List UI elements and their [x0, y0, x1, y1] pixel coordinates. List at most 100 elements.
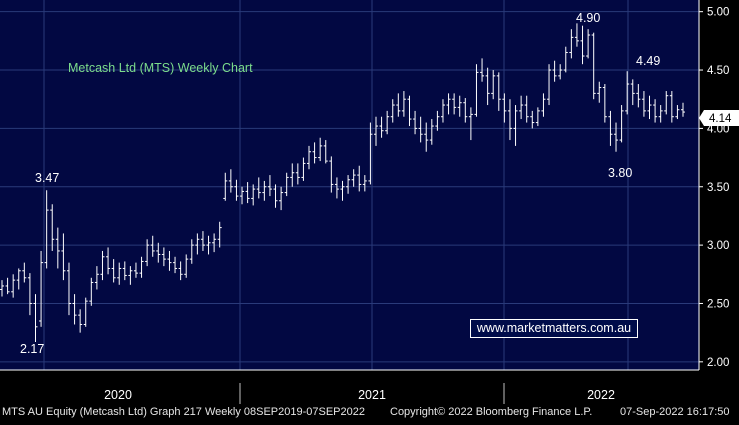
ohlc-bar [178, 261, 183, 281]
footer-copyright: Copyright© 2022 Bloomberg Finance L.P. [390, 406, 593, 418]
ohlc-bar [474, 64, 479, 117]
ohlc-bar [446, 93, 451, 115]
ohlc-bar [647, 95, 652, 120]
marketmatters-link[interactable]: www.marketmatters.com.au [470, 319, 638, 338]
ohlc-bar [519, 95, 524, 120]
x-axis-panel [0, 370, 739, 404]
ohlc-bar [167, 250, 172, 271]
ohlc-bar [569, 29, 574, 59]
ohlc-bar [290, 163, 295, 187]
ohlc-bar [681, 102, 685, 117]
ohlc-bar [262, 180, 267, 201]
y-tick-label: 5.00 [707, 7, 729, 19]
ohlc-bar [273, 184, 278, 208]
ohlc-bar [145, 239, 150, 267]
ohlc-bar [11, 274, 16, 298]
ohlc-bar [362, 175, 367, 192]
ohlc-bar [267, 175, 272, 197]
ohlc-bar [156, 242, 161, 263]
ohlc-bar [5, 277, 10, 295]
ohlc-bar [602, 84, 607, 123]
ohlc-bar [240, 186, 245, 205]
ohlc-bar [468, 107, 473, 141]
ohlc-bar [513, 105, 518, 146]
last-price-box [699, 110, 739, 126]
ohlc-bar [429, 119, 434, 145]
ohlc-bar [357, 165, 362, 192]
annotation-3-80: 3.80 [608, 166, 632, 180]
ohlc-bar [256, 177, 261, 199]
footer-timestamp: 07-Sep-2022 16:17:50 [620, 406, 730, 418]
ohlc-bar [491, 70, 496, 100]
y-tick-label: 4.00 [707, 123, 729, 135]
ohlc-bar [424, 122, 429, 152]
ohlc-bar [636, 84, 641, 108]
ohlc-bar [89, 277, 94, 306]
y-tick-label: 4.50 [707, 65, 729, 77]
ohlc-bar [195, 233, 200, 255]
ohlc-bar [33, 294, 38, 342]
ohlc-bar [608, 110, 613, 146]
ohlc-bar [351, 169, 356, 187]
ohlc-bars [0, 23, 685, 342]
ohlc-bar [44, 190, 49, 269]
ohlc-bar [625, 71, 630, 115]
ohlc-bar [161, 247, 166, 267]
ohlc-bar [379, 116, 384, 138]
chart-title: Metcash Ltd (MTS) Weekly Chart [68, 61, 253, 75]
ohlc-bar [340, 180, 345, 201]
ohlc-bar [61, 233, 66, 281]
ohlc-bar [630, 79, 635, 106]
ohlc-bar [535, 107, 540, 127]
ohlc-bar [189, 239, 194, 264]
ohlc-bar [200, 231, 205, 251]
ohlc-bar [50, 204, 55, 251]
ohlc-bar [323, 140, 328, 164]
last-price-label: 4.14 [709, 113, 732, 125]
ohlc-bar [547, 64, 552, 106]
ohlc-bar [307, 145, 312, 170]
ohlc-bar [641, 91, 646, 117]
ohlc-bar [94, 266, 99, 290]
ohlc-bar [228, 169, 233, 193]
ohlc-bar [318, 137, 323, 162]
ohlc-bar [55, 227, 60, 269]
ohlc-bar [206, 235, 211, 255]
annotation-4-49: 4.49 [636, 54, 660, 68]
year-label-2020: 2020 [104, 388, 132, 402]
ohlc-bar [122, 261, 127, 281]
ohlc-bar [251, 184, 256, 206]
ohlc-bar [128, 266, 133, 285]
ohlc-bar [139, 256, 144, 278]
annotation-3-47: 3.47 [35, 171, 59, 185]
ohlc-bar [407, 95, 412, 127]
ohlc-bar [385, 110, 390, 135]
y-tick-labels: 2.00 2.50 3.00 3.50 4.00 4.50 5.00 [699, 7, 729, 369]
footer-security-info: MTS AU Equity (Metcash Ltd) Graph 217 We… [2, 406, 365, 418]
ohlc-bar [452, 93, 457, 115]
ohlc-bar [16, 268, 21, 290]
y-tick-label: 2.00 [707, 357, 729, 369]
ohlc-bar [586, 29, 591, 59]
ohlc-bar [111, 259, 116, 283]
ohlc-bar [22, 262, 27, 283]
ohlc-bar [83, 297, 88, 327]
ohlc-bar [0, 280, 4, 297]
ohlc-bar [184, 254, 189, 278]
ohlc-bar [418, 116, 423, 143]
ohlc-bar [368, 122, 373, 185]
ohlc-bar [580, 25, 585, 65]
ohlc-bar [413, 110, 418, 135]
ohlc-bar [524, 95, 529, 123]
ohlc-bar [150, 235, 155, 257]
ohlc-bar [563, 46, 568, 73]
y-tick-label: 3.50 [707, 182, 729, 194]
ohlc-bar [390, 99, 395, 123]
year-label-2022: 2022 [587, 388, 615, 402]
y-axis-panel [699, 0, 739, 404]
ohlc-bar [619, 105, 624, 143]
ohlc-bar [658, 105, 663, 123]
ohlc-bar [496, 72, 501, 111]
